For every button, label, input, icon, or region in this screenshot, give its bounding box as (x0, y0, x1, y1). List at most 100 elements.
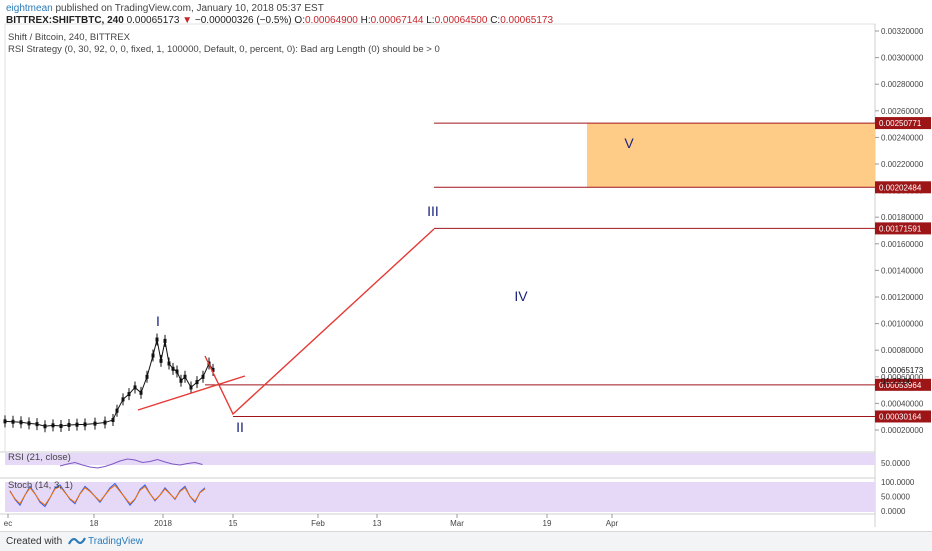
low-label: L: (426, 15, 435, 26)
price-tick-label: 0.00320000 (881, 27, 924, 36)
open-value: 0.00064900 (304, 15, 358, 26)
chart-title: Shift / Bitcoin, 240, BITTREX (8, 32, 130, 43)
time-tick-label: 15 (229, 519, 238, 528)
ohlc-bar: BITTREX:SHIFTBTC, 240 0.00065173 ▼ −0.00… (6, 15, 553, 26)
price-tick-label: 0.00040000 (881, 399, 924, 408)
price-tick-label: 0.00160000 (881, 240, 924, 249)
author-link[interactable]: eightmean (6, 3, 53, 14)
time-tick-label: 13 (373, 519, 382, 528)
stoch-tick-label: 50.0000 (881, 493, 910, 502)
level-price-tag (875, 378, 931, 391)
price-tick-label: 0.00180000 (881, 213, 924, 222)
candle-body (145, 374, 149, 379)
price-tick-label: 0.00240000 (881, 133, 924, 142)
rsi-band (5, 453, 875, 465)
candle-body (175, 369, 179, 374)
time-tick-label: Mar (450, 519, 464, 528)
level-price-label: 0.00250771 (879, 119, 922, 128)
strategy-legend[interactable]: RSI Strategy (0, 30, 92, 0, 0, fixed, 1,… (8, 44, 440, 55)
candle-body (43, 424, 47, 429)
candle-body (195, 380, 199, 385)
close-value: 0.00065173 (500, 15, 554, 26)
stoch-band (5, 482, 875, 512)
candle-body (27, 421, 31, 426)
level-price-tag (875, 410, 931, 423)
level-price-tag (875, 117, 931, 130)
tradingview-link[interactable]: TradingView (88, 536, 144, 547)
candle-body (115, 408, 119, 413)
countdown-label: 01:23:00 (881, 377, 913, 386)
stoch-legend[interactable]: Stoch (14, 3, 1) (8, 480, 73, 491)
tradingview-logo-icon (68, 537, 86, 545)
candle-body (51, 423, 55, 428)
level-price-tag (875, 181, 931, 194)
candle-body (159, 358, 163, 363)
level-price-tag (875, 222, 931, 235)
candle-body (201, 374, 205, 379)
rsi-line (59, 458, 203, 469)
candle-body (3, 419, 7, 424)
time-tick-label: ec (4, 519, 12, 528)
low-value: 0.00064500 (434, 15, 488, 26)
candle-body (183, 374, 187, 379)
wave-label-II: II (236, 419, 244, 435)
candle-body (11, 419, 15, 424)
candle-body (151, 353, 155, 358)
wave-projection-line (204, 228, 435, 416)
candle-body (121, 397, 125, 402)
level-price-label: 0.00171591 (879, 224, 922, 233)
level-price-label: 0.00202484 (879, 183, 922, 192)
open-label: O: (294, 15, 305, 26)
time-tick-label: 2018 (154, 519, 172, 528)
time-tick-label: Feb (311, 519, 325, 528)
time-tick-label: 18 (90, 519, 99, 528)
created-with-label: Created with (6, 536, 63, 547)
trendline (137, 375, 246, 411)
candle-body (155, 337, 159, 342)
rsi-tick-label: 50.0000 (881, 459, 910, 468)
last-price: 0.00065173 (126, 15, 180, 26)
candle-body (59, 424, 63, 429)
candle-body (75, 422, 79, 427)
high-value: 0.00067144 (370, 15, 424, 26)
candle-body (139, 390, 143, 395)
target-box-v (587, 123, 875, 188)
wave-label-III: III (427, 203, 439, 219)
footer: Created with TradingView (0, 531, 932, 551)
price-tick-label: 0.00120000 (881, 293, 924, 302)
price-tick-label: 0.00080000 (881, 346, 924, 355)
high-label: H: (360, 15, 371, 26)
publish-info: eightmean published on TradingView.com, … (6, 3, 324, 14)
candle-body (167, 361, 171, 366)
change-down-icon: ▼ (182, 15, 193, 26)
price-tick-label: 0.00020000 (881, 426, 924, 435)
candle-body (35, 422, 39, 427)
price-change: −0.00000326 (−0.5%) (194, 15, 292, 26)
candle-body (93, 421, 97, 426)
level-price-label: 0.00030164 (879, 412, 922, 421)
candle-body (211, 367, 215, 372)
price-tick-label: 0.00100000 (881, 320, 924, 329)
time-tick-label: 19 (543, 519, 552, 528)
rsi-legend[interactable]: RSI (21, close) (8, 452, 71, 463)
wave-label-I: I (156, 313, 160, 329)
candle-body (171, 366, 175, 371)
level-price-label: 0.00053964 (879, 381, 922, 390)
symbol-label: BITTREX:SHIFTBTC, 240 (6, 15, 124, 26)
last-price-label: 0.00065173 (881, 366, 924, 375)
price-tick-label: 0.00060000 (881, 373, 924, 382)
price-tick-label: 0.00140000 (881, 266, 924, 275)
price-tick-label: 0.00220000 (881, 160, 924, 169)
wave-label-IV: IV (514, 288, 528, 304)
wave-label-V: V (624, 135, 634, 151)
candle-body (189, 385, 193, 390)
time-tick-label: Apr (606, 519, 619, 528)
stoch-tick-label: 100.0000 (881, 478, 915, 487)
close-label: C: (490, 15, 501, 26)
price-tick-label: 0.00260000 (881, 107, 924, 116)
stoch-d-line (9, 484, 206, 506)
candle-body (19, 420, 23, 425)
candle-body (111, 418, 115, 423)
stoch-tick-label: 0.0000 (881, 507, 906, 516)
